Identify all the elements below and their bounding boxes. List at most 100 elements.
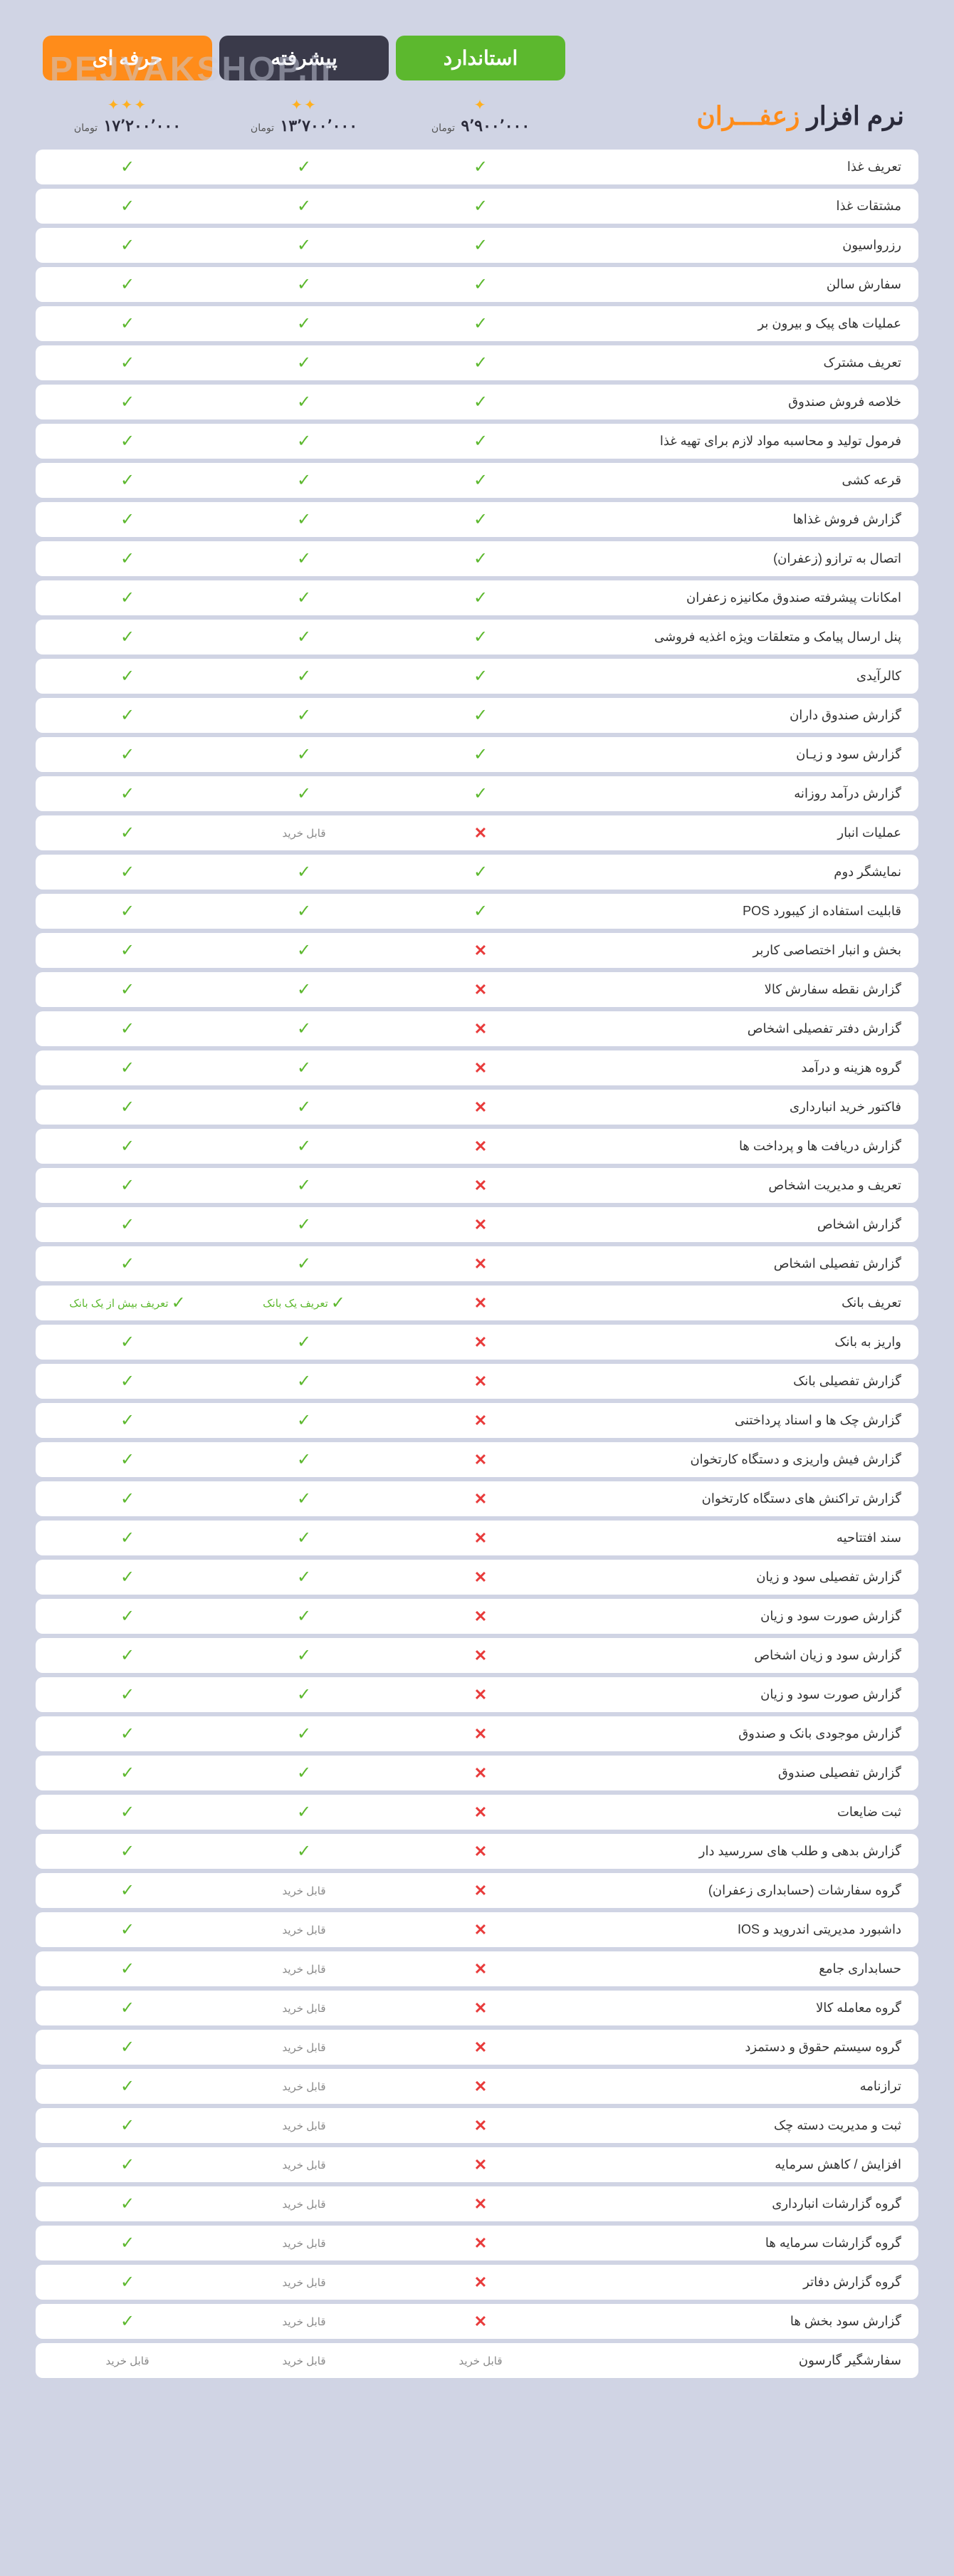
check-icon: ✓ bbox=[120, 1568, 135, 1587]
feature-name: گزارش فیش واریزی و دستگاه کارتخوان bbox=[565, 1442, 918, 1477]
cell-professional: ✓ bbox=[43, 228, 212, 263]
cross-icon: ✕ bbox=[474, 2234, 487, 2252]
cell-professional: ✓ bbox=[43, 659, 212, 694]
cell-professional: ✓ bbox=[43, 2265, 212, 2300]
cross-icon: ✕ bbox=[474, 1607, 487, 1625]
feature-row: ✓✓✓عملیات های پیک و بیرون بر bbox=[36, 306, 918, 341]
feature-row: ✓✓✕گزارش تفصیلی سود و زیان bbox=[36, 1560, 918, 1595]
feature-row: ✓✓✓قابلیت استفاده از کیبورد POS bbox=[36, 894, 918, 929]
feature-name: واریز به بانک bbox=[565, 1325, 918, 1360]
feature-row: ✓✓✕گزارش سود و زیان اشخاص bbox=[36, 1638, 918, 1673]
cell-advanced: ✓ bbox=[219, 1442, 389, 1477]
feature-row: ✓قابل خرید✕گروه گزارش دفاتر bbox=[36, 2265, 918, 2300]
feature-row: ✓قابل خرید✕افزایش / کاهش سرمایه bbox=[36, 2147, 918, 2182]
cell-professional: ✓ bbox=[43, 1168, 212, 1203]
cross-icon: ✕ bbox=[474, 2077, 487, 2095]
cell-advanced: ✓ bbox=[219, 1011, 389, 1046]
feature-row: ✓✓✓تعریف مشترک bbox=[36, 345, 918, 380]
cell-professional: ✓ bbox=[43, 972, 212, 1007]
cell-standard: ✕ bbox=[396, 1992, 565, 2025]
check-icon: ✓ bbox=[297, 902, 311, 921]
cell-professional: ✓ bbox=[43, 580, 212, 615]
cell-standard: ✓ bbox=[396, 855, 565, 890]
cell-professional: ✓ bbox=[43, 1325, 212, 1360]
feature-name: گزارش دفتر تفصیلی اشخاص bbox=[565, 1011, 918, 1046]
feature-name: گزارش دریافت ها و پرداخت ها bbox=[565, 1129, 918, 1164]
feature-name: گزارش فروش غذاها bbox=[565, 502, 918, 537]
feature-row: ✓✓✓اتصال به ترازو (زعفران) bbox=[36, 541, 918, 576]
check-icon: ✓ bbox=[297, 1842, 311, 1861]
check-icon: ✓ bbox=[120, 1097, 135, 1117]
cell-standard: ✕ bbox=[396, 1757, 565, 1790]
check-icon: ✓ bbox=[120, 2194, 135, 2213]
cell-advanced: ✓ bbox=[219, 1129, 389, 1164]
cell-advanced: ✓ bbox=[219, 972, 389, 1007]
plan-header-standard: استاندارد bbox=[396, 36, 565, 80]
check-icon: ✓ bbox=[120, 510, 135, 529]
cell-standard: ✕ bbox=[396, 2266, 565, 2299]
cell-advanced: ✓ bbox=[219, 1364, 389, 1399]
cross-icon: ✕ bbox=[474, 1333, 487, 1351]
check-icon: ✓ bbox=[120, 1176, 135, 1195]
check-icon: ✓ bbox=[297, 1489, 311, 1508]
cell-advanced: قابل خرید bbox=[219, 2308, 389, 2335]
check-icon: ✓ bbox=[297, 353, 311, 372]
check-icon: ✓ bbox=[120, 627, 135, 647]
cell-professional: ✓ bbox=[43, 1912, 212, 1947]
check-icon: ✓ bbox=[120, 588, 135, 608]
stars-advanced: ✦✦ bbox=[224, 96, 384, 114]
check-icon: ✓ bbox=[297, 236, 311, 255]
cell-advanced: ✓ bbox=[219, 150, 389, 184]
feature-name: گزارش سود و زیان اشخاص bbox=[565, 1638, 918, 1673]
check-icon: ✓ bbox=[297, 588, 311, 608]
feature-name: گزارش درآمد روزانه bbox=[565, 776, 918, 811]
feature-name: سفارشگیر گارسون bbox=[565, 2343, 918, 2378]
cell-professional: ✓ bbox=[43, 1795, 212, 1830]
cell-standard: ✕ bbox=[396, 1209, 565, 1241]
check-icon: ✓ bbox=[120, 862, 135, 882]
cell-standard: ✕ bbox=[396, 1914, 565, 1946]
price-row: ✦✦✦ ۱۷٬۲۰۰٬۰۰۰ تومان ✦✦ ۱۳٬۷۰۰٬۰۰۰ تومان… bbox=[36, 88, 918, 144]
check-icon: ✓ bbox=[473, 236, 488, 255]
cell-standard: ✕ bbox=[396, 1835, 565, 1868]
cell-professional: ✓ bbox=[43, 933, 212, 968]
feature-name: گروه هزینه و درآمد bbox=[565, 1050, 918, 1085]
cross-icon: ✕ bbox=[474, 1294, 487, 1312]
cross-icon: ✕ bbox=[474, 1098, 487, 1116]
cell-advanced: قابل خرید bbox=[219, 1956, 389, 1983]
feature-row: ✓✓✕گزارش اشخاص bbox=[36, 1207, 918, 1242]
feature-name: قرعه کشی bbox=[565, 463, 918, 498]
check-icon: ✓ bbox=[120, 745, 135, 764]
cell-professional: ✓ bbox=[43, 1951, 212, 1986]
check-icon: ✓ bbox=[120, 1254, 135, 1273]
check-icon: ✓ bbox=[120, 2155, 135, 2174]
purchasable-label: قابل خرید bbox=[282, 2316, 325, 2328]
cell-advanced: قابل خرید bbox=[219, 2112, 389, 2139]
cell-professional: ✓ bbox=[43, 776, 212, 811]
cell-advanced: ✓ bbox=[219, 1481, 389, 1516]
feature-row: ✓✓✓خلاصه فروش صندوق bbox=[36, 385, 918, 419]
cell-professional: ✓ bbox=[43, 1090, 212, 1125]
cell-professional: ✓ bbox=[43, 1716, 212, 1751]
cell-standard: ✕ bbox=[396, 1365, 565, 1398]
multi-bank-note: ✓ تعریف بیش از یک بانک bbox=[69, 1293, 185, 1313]
cell-professional: ✓ bbox=[43, 189, 212, 224]
check-icon: ✓ bbox=[120, 1724, 135, 1743]
check-icon: ✓ bbox=[120, 2077, 135, 2096]
cell-advanced: ✓ bbox=[219, 267, 389, 302]
cell-standard: ✕ bbox=[396, 1600, 565, 1633]
cell-standard: ✕ bbox=[396, 974, 565, 1006]
check-icon: ✓ bbox=[120, 197, 135, 216]
check-icon: ✓ bbox=[120, 1881, 135, 1900]
cell-advanced: ✓ bbox=[219, 1795, 389, 1830]
cell-standard: ✓ bbox=[396, 580, 565, 615]
purchasable-label: قابل خرید bbox=[282, 2238, 325, 2250]
feature-name: فرمول تولید و محاسبه مواد لازم برای تهیه… bbox=[565, 424, 918, 459]
feature-row: ✓✓✕گزارش چک ها و اسناد پرداختنی bbox=[36, 1403, 918, 1438]
cell-standard: ✕ bbox=[396, 1052, 565, 1085]
cell-professional: ✓ bbox=[43, 306, 212, 341]
feature-name: گزارش سود و زیـان bbox=[565, 737, 918, 772]
check-icon: ✓ bbox=[297, 1058, 311, 1078]
feature-row: ✓قابل خرید✕عملیات انبار bbox=[36, 815, 918, 850]
feature-name: عملیات های پیک و بیرون بر bbox=[565, 306, 918, 341]
